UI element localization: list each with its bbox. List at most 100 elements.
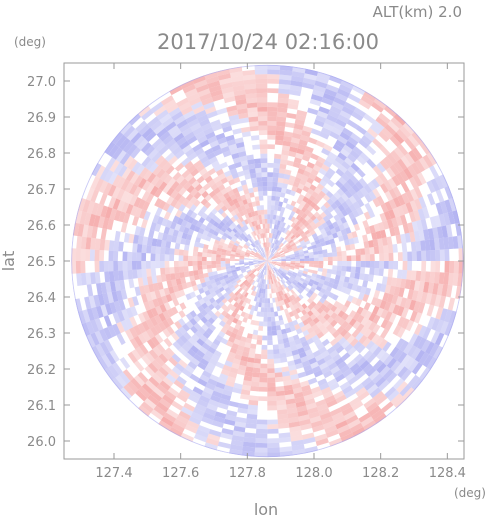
radar-cell <box>84 296 92 310</box>
radar-cell <box>250 274 255 279</box>
radar-cell <box>285 265 290 269</box>
radar-cell <box>169 254 175 261</box>
radar-cell <box>274 244 278 250</box>
radar-cell <box>263 261 268 265</box>
radar-cell <box>130 378 142 390</box>
radar-cell <box>225 134 235 142</box>
radar-cell <box>255 167 262 173</box>
radar-cell <box>307 137 318 145</box>
radar-cell <box>256 229 261 235</box>
radar-cell <box>207 271 214 277</box>
radar-cell <box>261 167 268 173</box>
radar-cell <box>279 268 284 272</box>
radar-cell <box>360 317 369 326</box>
radar-cell <box>250 177 257 184</box>
radar-cell <box>271 321 276 327</box>
radar-cell <box>444 309 453 323</box>
radar-cell <box>355 180 364 190</box>
radar-cell <box>260 254 264 258</box>
radar-cell <box>248 258 254 261</box>
radar-cell <box>88 213 96 227</box>
radar-cell <box>267 284 270 289</box>
radar-cell <box>278 88 290 95</box>
radar-cell <box>311 191 319 198</box>
radar-cell <box>176 119 188 129</box>
radar-cell <box>327 179 336 188</box>
radar-cell <box>285 312 291 319</box>
radar-cell <box>307 281 314 287</box>
radar-cell <box>242 231 248 237</box>
radar-cell <box>254 163 262 169</box>
radar-cell <box>243 79 256 85</box>
radar-cell <box>174 248 180 256</box>
radar-cell <box>240 267 246 270</box>
radar-cell <box>228 143 238 151</box>
radar-cell <box>141 109 154 121</box>
radar-cell <box>263 288 266 294</box>
radar-cell <box>237 108 248 115</box>
radar-cell <box>301 244 308 249</box>
radar-cell <box>258 244 262 249</box>
radar-cell <box>360 187 369 197</box>
radar-cell <box>364 247 370 255</box>
radar-cell <box>229 240 235 245</box>
radar-cell <box>368 240 374 248</box>
radar-cell <box>193 246 199 252</box>
radar-cell <box>234 421 246 428</box>
radar-cell <box>384 201 393 211</box>
radar-cell <box>190 168 200 177</box>
radar-cell <box>108 261 114 272</box>
radar-cell <box>270 214 274 220</box>
radar-cell <box>282 145 291 151</box>
radar-cell <box>132 296 140 306</box>
radar-cell <box>290 200 297 207</box>
radar-cell <box>240 336 247 343</box>
radar-cell <box>281 183 288 189</box>
radar-cell <box>226 268 232 272</box>
radar-cell <box>382 341 392 352</box>
radar-cell <box>341 201 349 210</box>
radar-cell <box>360 261 366 268</box>
radar-cell <box>133 197 142 208</box>
radar-cell <box>375 282 382 292</box>
radar-cell <box>209 140 220 148</box>
radar-cell <box>256 219 260 225</box>
radar-cell <box>388 303 396 313</box>
radar-cell <box>377 238 384 247</box>
radar-cell <box>214 204 222 212</box>
radar-cell <box>215 168 224 176</box>
radar-cell <box>278 300 283 307</box>
radar-cell <box>150 120 163 131</box>
radar-cell <box>150 245 157 254</box>
radar-cell <box>90 189 99 203</box>
radar-cell <box>373 290 381 299</box>
radar-cell <box>336 230 343 237</box>
radar-cell <box>199 334 208 343</box>
radar-cell <box>315 140 326 148</box>
radar-cell <box>228 336 236 343</box>
radar-cell <box>278 230 282 236</box>
radar-cell <box>363 273 370 281</box>
radar-cell <box>270 205 275 211</box>
radar-cell <box>327 167 336 176</box>
radar-cell <box>347 93 361 104</box>
radar-cell <box>180 432 194 443</box>
radar-cell <box>133 360 145 372</box>
radar-cell <box>434 294 442 307</box>
radar-cell <box>172 285 179 293</box>
radar-cell <box>280 192 286 198</box>
radar-cell <box>383 261 389 269</box>
radar-cell <box>267 261 271 265</box>
radar-cell <box>346 266 352 272</box>
radar-cell <box>384 124 397 136</box>
radar-cell <box>259 255 264 259</box>
radar-cell <box>256 234 260 240</box>
radar-cell <box>226 174 234 182</box>
radar-cell <box>206 110 218 119</box>
radar-cell <box>267 261 270 266</box>
radar-cell <box>318 346 327 354</box>
radar-cell <box>205 215 212 223</box>
radar-cell <box>340 79 355 90</box>
radar-cell <box>90 237 96 250</box>
radar-cell <box>269 264 273 270</box>
